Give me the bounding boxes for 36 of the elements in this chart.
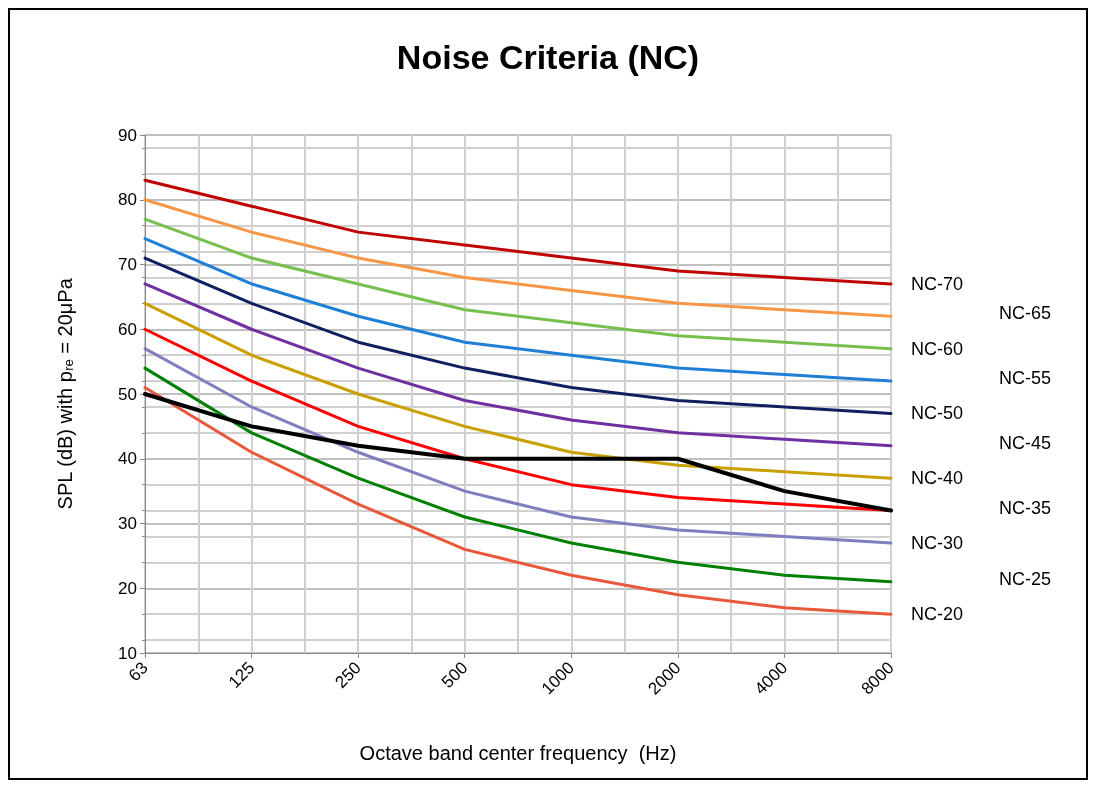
y-axis-title: SPL (dB) with pre = 20μPa <box>53 277 76 510</box>
y-tick-label: 20 <box>118 578 137 598</box>
series-label: NC-70 <box>911 273 964 294</box>
line-series <box>143 237 893 383</box>
text: NC-35 <box>999 497 1052 518</box>
series-label: NC-40 <box>911 468 964 489</box>
line-series <box>143 256 893 415</box>
x-tick-label: 125 <box>224 658 259 692</box>
text: NC-25 <box>999 568 1052 589</box>
y-tick-label: 50 <box>118 384 137 404</box>
text: NC-65 <box>999 303 1052 324</box>
series-label: NC-60 <box>911 338 964 359</box>
y-tick-label: 40 <box>118 449 137 469</box>
text: NC-45 <box>999 432 1052 453</box>
line-series <box>143 392 893 513</box>
text: NC-55 <box>999 368 1052 389</box>
line-series <box>143 282 893 448</box>
series-label: NC-20 <box>911 604 964 625</box>
line-series <box>143 178 893 286</box>
y-tick-label: 60 <box>118 319 137 339</box>
x-tick-label: 250 <box>331 658 365 692</box>
y-tick-label: 30 <box>118 514 137 533</box>
line-series <box>143 217 893 351</box>
line-series <box>143 386 893 616</box>
chart-title: Noise Criteria (NC) <box>396 38 700 76</box>
y-tick-label: 90 <box>118 125 137 145</box>
line-series <box>143 347 893 545</box>
series-label: NC-50 <box>911 403 964 424</box>
y-tick-label: 80 <box>118 190 137 210</box>
line-series <box>143 198 893 318</box>
line-series <box>143 366 893 584</box>
y-tick-label: 70 <box>118 255 137 274</box>
x-tick-label: 500 <box>437 658 472 692</box>
line-series <box>143 301 893 480</box>
x-axis-title: Octave band center frequency (Hz) <box>359 742 677 764</box>
series-label: NC-30 <box>911 532 964 553</box>
